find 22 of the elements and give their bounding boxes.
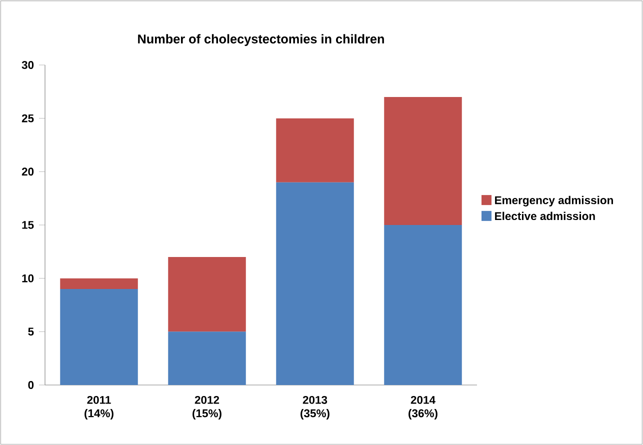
y-tick-label: 25 bbox=[22, 114, 34, 122]
y-tick-label: 30 bbox=[22, 61, 34, 69]
bar bbox=[384, 96, 462, 225]
bar bbox=[276, 118, 354, 182]
y-tick-label: 0 bbox=[28, 381, 34, 389]
x-tick-label: 2013 (35%) bbox=[300, 396, 330, 420]
bar bbox=[384, 224, 462, 385]
y-tick-label: 10 bbox=[22, 274, 34, 282]
bar bbox=[60, 278, 138, 289]
legend-label: Elective admission bbox=[495, 212, 595, 220]
x-tick-label: 2011 (14%) bbox=[84, 396, 114, 420]
y-tick-label: 15 bbox=[22, 221, 34, 229]
bar bbox=[168, 332, 246, 385]
x-tick-label: 2014 (36%) bbox=[408, 396, 438, 420]
x-tick-label: 2012 (15%) bbox=[192, 396, 222, 420]
bar bbox=[276, 182, 354, 385]
legend-label: Emergency admission bbox=[495, 196, 613, 206]
bar bbox=[168, 256, 246, 332]
y-tick-label: 20 bbox=[22, 168, 34, 176]
bar bbox=[60, 288, 138, 385]
chart-title: Number of cholecystectomies in children bbox=[138, 34, 384, 46]
y-tick-label: 5 bbox=[28, 328, 34, 336]
